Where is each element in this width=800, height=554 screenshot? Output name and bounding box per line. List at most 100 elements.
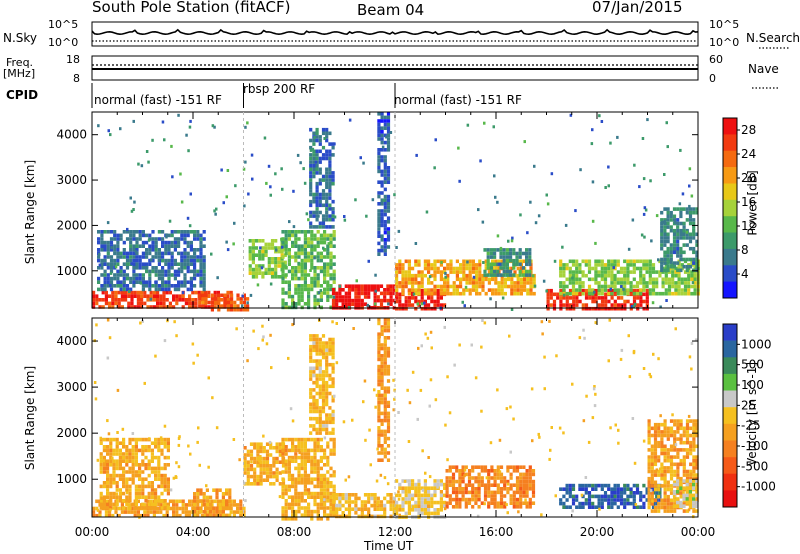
data-cell — [296, 153, 300, 157]
data-cell — [383, 295, 387, 299]
data-cell — [193, 495, 197, 500]
data-cell — [377, 350, 381, 354]
data-cell — [167, 244, 171, 248]
data-cell — [319, 466, 323, 471]
data-cell — [587, 266, 592, 271]
data-cell — [284, 273, 288, 277]
data-cell — [559, 498, 563, 502]
data-cell — [695, 419, 699, 423]
data-cell — [163, 455, 167, 460]
data-cell — [318, 337, 322, 342]
data-cell — [663, 502, 667, 506]
data-cell — [502, 251, 506, 256]
data-cell — [521, 251, 525, 256]
data-cell — [160, 481, 164, 485]
data-cell — [392, 507, 396, 511]
data-cell — [157, 284, 161, 288]
data-cell — [163, 481, 167, 485]
data-cell — [108, 513, 112, 518]
data-cell — [626, 277, 630, 282]
data-cell — [335, 493, 339, 497]
data-cell — [639, 494, 643, 499]
data-cell — [303, 244, 307, 248]
data-cell — [172, 503, 176, 507]
data-cell — [392, 288, 396, 292]
data-cell — [117, 298, 121, 302]
data-cell — [462, 266, 466, 271]
data-cell — [284, 280, 288, 284]
data-cell — [386, 115, 391, 120]
data-cell — [111, 513, 115, 518]
data-cell — [135, 266, 139, 270]
data-cell — [173, 273, 177, 277]
data-cell — [491, 288, 495, 292]
data-cell — [150, 258, 153, 262]
data-cell — [610, 498, 614, 502]
data-cell — [380, 112, 384, 116]
data-cell — [267, 267, 271, 272]
data-cell — [414, 281, 418, 285]
data-cell — [674, 273, 678, 278]
data-cell — [475, 273, 479, 278]
data-cell — [672, 243, 677, 247]
data-cell — [135, 276, 139, 281]
data-cell — [549, 296, 553, 300]
data-cell — [321, 127, 326, 132]
data-cell — [281, 240, 285, 245]
data-cell — [316, 240, 320, 245]
data-cell — [420, 306, 424, 311]
data-cell — [221, 510, 225, 514]
data-cell — [303, 230, 307, 234]
data-cell — [328, 413, 332, 417]
data-cell — [287, 437, 291, 442]
data-cell — [102, 484, 106, 489]
data-cell — [489, 262, 493, 267]
data-cell — [493, 490, 497, 495]
data-cell — [141, 491, 145, 496]
data-cell — [291, 298, 295, 302]
data-cell — [478, 291, 482, 296]
data-cell — [138, 488, 142, 492]
data-cell — [512, 262, 516, 267]
data-cell — [360, 288, 364, 292]
data-cell — [319, 517, 323, 521]
data-cell — [461, 487, 465, 491]
data-cell — [132, 258, 136, 263]
data-cell — [546, 296, 550, 300]
data-cell — [210, 297, 214, 301]
data-cell — [354, 302, 358, 306]
data-cell — [284, 517, 288, 521]
data-cell — [281, 470, 285, 474]
data-cell — [417, 504, 421, 508]
data-cell — [433, 479, 437, 483]
data-cell — [695, 455, 699, 459]
data-cell — [376, 295, 380, 299]
data-cell — [151, 248, 155, 252]
data-cell — [414, 306, 418, 311]
data-cell — [600, 299, 605, 304]
data-cell — [270, 242, 275, 247]
data-cell — [522, 487, 526, 491]
colorbar-segment — [723, 248, 737, 266]
data-cell — [321, 352, 326, 356]
data-cell — [109, 473, 113, 478]
data-cell — [613, 284, 617, 289]
data-cell — [427, 281, 431, 285]
data-cell — [499, 487, 504, 491]
data-cell — [173, 240, 177, 245]
data-cell — [287, 255, 291, 259]
data-cell — [655, 291, 659, 296]
data-cell — [427, 486, 431, 490]
data-cell — [186, 251, 190, 256]
data-cell — [487, 472, 491, 477]
data-cell — [313, 466, 317, 471]
data-cell — [484, 263, 488, 267]
data-cell — [683, 291, 688, 296]
data-cell — [242, 506, 246, 511]
data-cell — [443, 259, 447, 264]
data-cell — [97, 266, 101, 270]
data-cell — [401, 497, 405, 501]
data-cell — [220, 293, 224, 298]
data-cell — [695, 264, 699, 269]
data-cell — [307, 218, 310, 222]
